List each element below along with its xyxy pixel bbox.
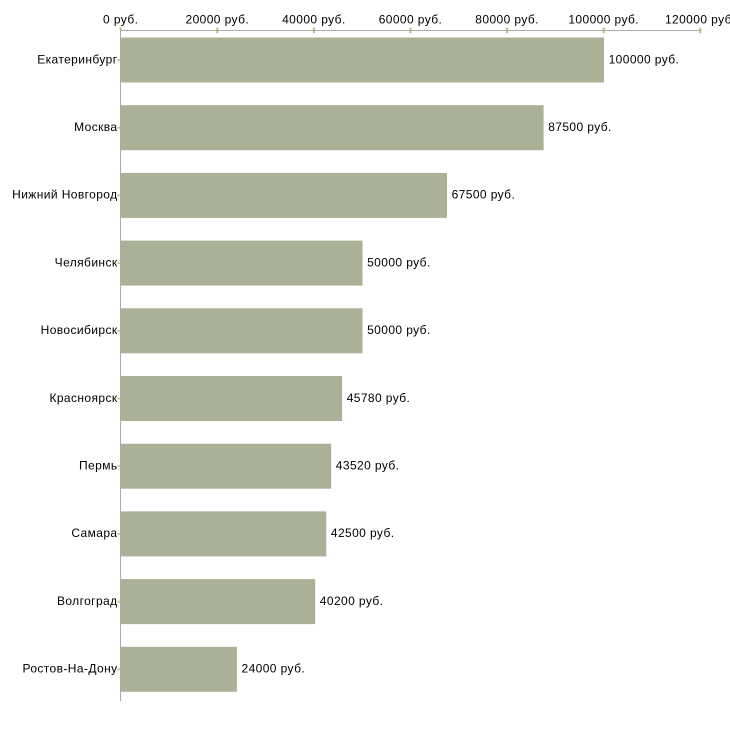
svg-text:80000 руб.: 80000 руб. (475, 12, 539, 26)
svg-text:40200 руб.: 40200 руб. (320, 594, 384, 608)
svg-text:Самара: Самара (71, 526, 117, 540)
svg-text:50000 руб.: 50000 руб. (367, 255, 431, 269)
svg-text:20000 руб.: 20000 руб. (186, 12, 250, 26)
svg-text:Новосибирск: Новосибирск (41, 323, 118, 337)
svg-text:100000 руб.: 100000 руб. (609, 52, 680, 66)
svg-text:100000 руб.: 100000 руб. (568, 12, 639, 26)
svg-text:60000 руб.: 60000 руб. (379, 12, 443, 26)
svg-text:43520 руб.: 43520 руб. (336, 459, 400, 473)
svg-text:45780 руб.: 45780 руб. (347, 391, 411, 405)
svg-text:50000 руб.: 50000 руб. (367, 323, 431, 337)
svg-text:0 руб.: 0 руб. (103, 12, 138, 26)
svg-text:Красноярск: Красноярск (49, 391, 117, 405)
svg-text:Волгоград: Волгоград (57, 594, 118, 608)
svg-text:42500 руб.: 42500 руб. (331, 526, 395, 540)
svg-text:120000 руб.: 120000 руб. (665, 12, 730, 26)
svg-text:40000 руб.: 40000 руб. (282, 12, 346, 26)
svg-text:24000 руб.: 24000 руб. (242, 662, 306, 676)
svg-text:67500 руб.: 67500 руб. (452, 188, 516, 202)
svg-text:Ростов-На-Дону: Ростов-На-Дону (22, 662, 117, 676)
svg-text:Екатеринбург: Екатеринбург (37, 52, 118, 66)
svg-text:87500 руб.: 87500 руб. (548, 120, 612, 134)
svg-text:Пермь: Пермь (79, 459, 117, 473)
svg-text:Челябинск: Челябинск (55, 255, 118, 269)
svg-text:Нижний Новгород: Нижний Новгород (12, 188, 117, 202)
svg-text:Москва: Москва (74, 120, 117, 134)
